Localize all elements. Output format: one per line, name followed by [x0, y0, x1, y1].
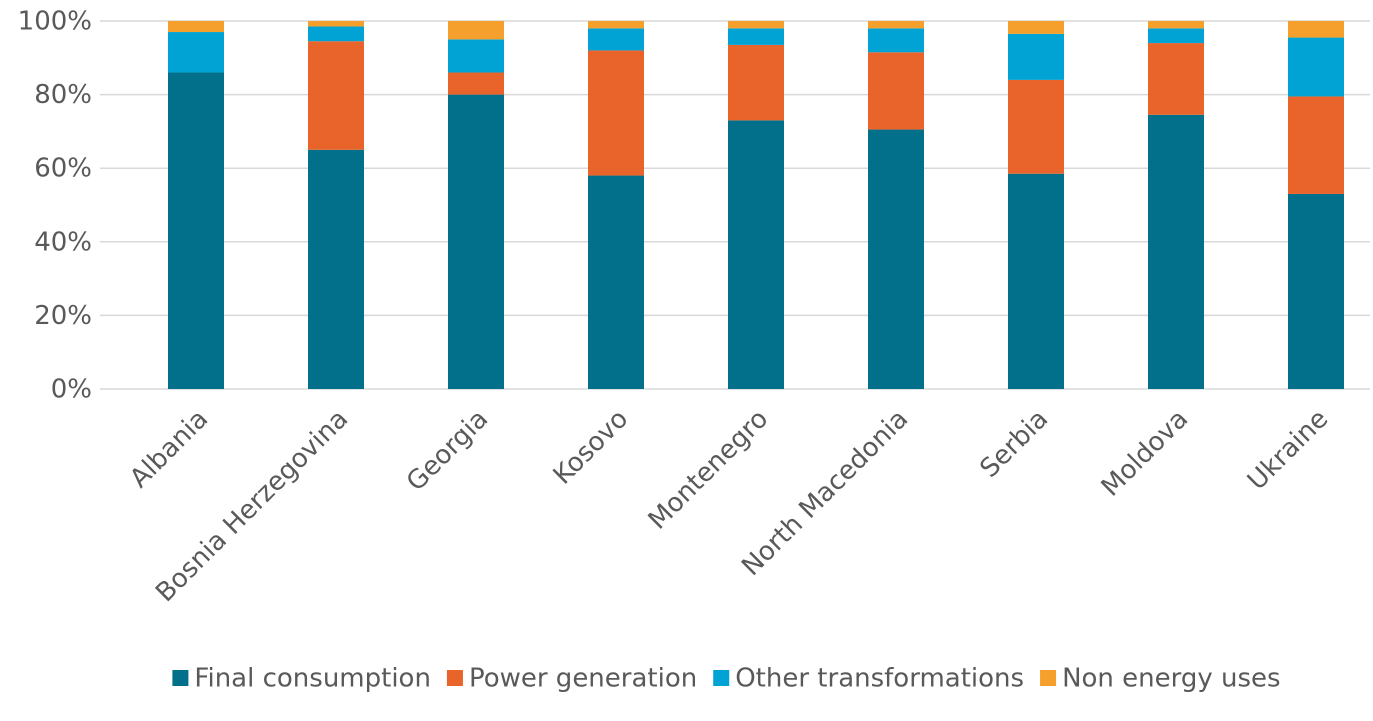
legend: Final consumption Power generation Other t… — [172, 664, 1281, 694]
bar-segment — [448, 72, 504, 95]
bar-segment — [308, 149, 364, 389]
legend-swatch — [713, 670, 730, 686]
bar-segment — [1288, 37, 1344, 97]
bar-segment — [448, 21, 504, 40]
legend-label: Non energy uses — [1062, 664, 1281, 694]
legend-swatch — [172, 670, 189, 686]
legend-label: Power generation — [469, 664, 697, 694]
bar-segment — [168, 21, 224, 33]
y-tick-label: 40% — [34, 227, 92, 257]
bar-segment — [1148, 114, 1204, 389]
y-tick-label: 60% — [34, 154, 92, 184]
x-tick-label: Kosovo — [548, 404, 635, 491]
bar-segment — [728, 44, 784, 121]
bar-segment — [448, 94, 504, 389]
y-tick-label: 0% — [51, 375, 92, 405]
bar-segment — [868, 28, 924, 53]
x-tick-label: Moldova — [1096, 404, 1194, 502]
bar-segment — [448, 39, 504, 73]
x-tick-label: Albania — [124, 404, 214, 494]
bar-segment — [1008, 173, 1064, 389]
bar-segment — [1008, 33, 1064, 80]
legend-label: Final consumption — [194, 664, 431, 694]
bar-segment — [1148, 21, 1204, 29]
bar-segment — [1148, 28, 1204, 44]
y-tick-label: 100% — [18, 7, 92, 37]
bar-segment — [1288, 193, 1344, 389]
bar-segment — [1148, 43, 1204, 115]
bar-segment — [168, 32, 224, 73]
bar-segment — [308, 21, 364, 27]
bar-segment — [168, 72, 224, 390]
bar-segment — [728, 28, 784, 45]
x-tick-label: Serbia — [974, 404, 1054, 484]
bar-segment — [728, 120, 784, 390]
legend-swatch — [1040, 670, 1057, 686]
bar-segment — [588, 21, 644, 29]
y-tick-label: 80% — [34, 80, 92, 110]
x-tick-label: Georgia — [401, 404, 494, 497]
bar-segment — [1008, 21, 1064, 34]
bar-segment — [1008, 79, 1064, 174]
bar-segment — [868, 52, 924, 130]
y-tick-label: 20% — [34, 301, 92, 331]
bar-segment — [1288, 96, 1344, 194]
bar-segment — [1288, 21, 1344, 38]
x-tick-label: Ukraine — [1242, 404, 1334, 496]
bar-segment — [868, 129, 924, 389]
bar-segment — [728, 21, 784, 29]
bar-segment — [588, 28, 644, 51]
bar-segment — [588, 175, 644, 389]
bar-segment — [308, 41, 364, 150]
bar-segment — [868, 21, 924, 29]
legend-swatch — [446, 670, 463, 686]
x-tick-label: Montenegro — [643, 404, 775, 536]
bar-segment — [308, 26, 364, 42]
bar-segment — [588, 50, 644, 176]
legend-label: Other transformations — [735, 664, 1024, 694]
